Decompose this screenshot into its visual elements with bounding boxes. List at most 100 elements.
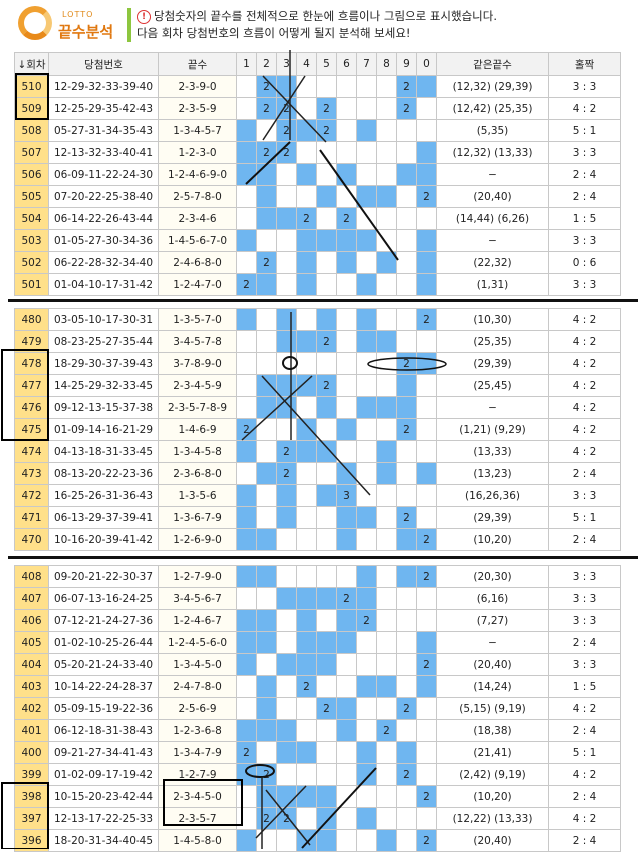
digit-cell-1 [236,484,257,507]
odd-even-cell: 3 : 3 [548,75,621,98]
round-cell[interactable]: 474 [14,440,49,463]
digit-cell-4 [296,229,317,252]
table-row: 402 05-09-15-19-22-36 2-5-6-9 2 2 (5,15) (9,1… [14,697,621,720]
round-cell[interactable]: 471 [14,506,49,529]
digit-cell-1 [236,675,257,698]
ending-digits-cell: 2-3-4-5-9 [158,374,237,397]
ending-digits-cell: 1-2-3-0 [158,141,237,164]
digit-cell-4 [296,418,317,441]
digit-cell-9 [396,141,417,164]
digit-cell-9: 2 [396,763,417,786]
round-cell[interactable]: 502 [14,251,49,274]
round-cell[interactable]: 506 [14,163,49,186]
digit-cell-8 [376,785,397,808]
round-cell[interactable]: 510 [14,75,49,98]
odd-even-cell: 3 : 3 [548,609,621,632]
round-cell[interactable]: 398 [14,785,49,808]
digit-cell-9 [396,308,417,331]
round-cell[interactable]: 504 [14,207,49,230]
digit-cell-3 [276,374,297,397]
digit-cell-4 [296,185,317,208]
odd-even-cell: 2 : 4 [548,185,621,208]
digit-cell-9 [396,719,417,742]
digit-cell-4 [296,163,317,186]
digit-cell-7 [356,440,377,463]
round-cell[interactable]: 503 [14,229,49,252]
digit-cell-6 [336,675,357,698]
round-cell[interactable]: 405 [14,631,49,654]
digit-cell-5 [316,609,337,632]
round-cell[interactable]: 509 [14,97,49,120]
digit-cell-0 [416,462,437,485]
round-cell[interactable]: 473 [14,462,49,485]
round-cell[interactable]: 470 [14,528,49,551]
ending-digits-cell: 2-3-5-9 [158,97,237,120]
digit-cell-0 [416,97,437,120]
digit-cell-0 [416,807,437,830]
column-header: 1 [236,52,257,76]
round-cell[interactable]: 476 [14,396,49,419]
table-row: 478 18-29-30-37-39-43 3-7-8-9-0 2 (29,39) 4 :… [14,352,621,375]
digit-cell-4 [296,565,317,588]
same-ending-cell: (16,26,36) [436,484,549,507]
digit-cell-2 [256,462,277,485]
digit-cell-1 [236,807,257,830]
digit-cell-2 [256,352,277,375]
round-cell[interactable]: 508 [14,119,49,142]
digit-cell-8 [376,374,397,397]
round-cell[interactable]: 480 [14,308,49,331]
column-header: 3 [276,52,297,76]
digit-cell-6 [336,565,357,588]
round-cell[interactable]: 397 [14,807,49,830]
digit-cell-3 [276,330,297,353]
digit-cell-4 [296,396,317,419]
round-cell[interactable]: 472 [14,484,49,507]
digit-cell-0: 2 [416,528,437,551]
round-cell[interactable]: 406 [14,609,49,632]
round-cell[interactable]: 400 [14,741,49,764]
digit-cell-5 [316,75,337,98]
same-ending-cell: (10,20) [436,528,549,551]
same-ending-cell: (12,32) (29,39) [436,75,549,98]
round-cell[interactable]: 402 [14,697,49,720]
round-cell[interactable]: 475 [14,418,49,441]
round-cell[interactable]: 479 [14,330,49,353]
digit-cell-7 [356,251,377,274]
table-row: 477 14-25-29-32-33-45 2-3-4-5-9 2 (25,45) 4 :… [14,374,621,397]
sort-round-header[interactable]: ↓회차 [14,52,49,76]
round-cell[interactable]: 408 [14,565,49,588]
round-cell[interactable]: 407 [14,587,49,610]
digit-cell-8 [376,462,397,485]
digit-cell-9 [396,119,417,142]
round-cell[interactable]: 401 [14,719,49,742]
round-cell[interactable]: 507 [14,141,49,164]
digit-cell-3 [276,418,297,441]
ending-digits-cell: 2-5-7-8-0 [158,185,237,208]
round-cell[interactable]: 501 [14,273,49,296]
digit-cell-9 [396,675,417,698]
digit-cell-3 [276,506,297,529]
digit-cell-5 [316,565,337,588]
winning-numbers-cell: 12-29-32-33-39-40 [48,75,159,98]
round-cell[interactable]: 404 [14,653,49,676]
winning-numbers-cell: 06-13-29-37-39-41 [48,506,159,529]
table-row: 510 12-29-32-33-39-40 2-3-9-0 2 2 (12,32) (29… [14,75,621,98]
digit-cell-1 [236,207,257,230]
same-ending-cell: (12,32) (13,33) [436,141,549,164]
same-ending-cell: (14,44) (6,26) [436,207,549,230]
digit-cell-4 [296,75,317,98]
round-cell[interactable]: 403 [14,675,49,698]
same-ending-cell: (5,15) (9,19) [436,697,549,720]
table-row: 480 03-05-10-17-30-31 1-3-5-7-0 2 (10,30) 4 :… [14,308,621,331]
odd-even-cell: 3 : 3 [548,587,621,610]
round-cell[interactable]: 505 [14,185,49,208]
round-cell[interactable]: 478 [14,352,49,375]
digit-cell-5 [316,163,337,186]
digit-cell-8 [376,229,397,252]
round-cell[interactable]: 399 [14,763,49,786]
round-cell[interactable]: 477 [14,374,49,397]
digit-cell-4 [296,587,317,610]
round-cell[interactable]: 396 [14,829,49,852]
digit-cell-3 [276,741,297,764]
ending-digits-cell: 2-3-4-5-0 [158,785,237,808]
